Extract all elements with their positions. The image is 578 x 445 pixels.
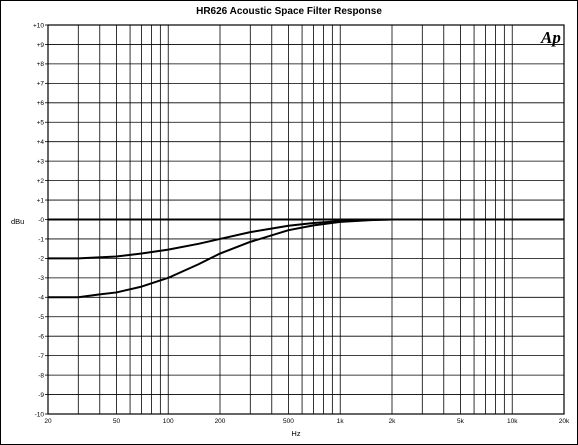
y-tick-label: -1 — [38, 236, 44, 243]
y-tick-label: +2 — [37, 178, 45, 185]
y-tick-label: -2 — [38, 256, 44, 263]
x-tick-label: 10k — [507, 418, 518, 425]
x-tick-label: 20 — [44, 418, 52, 425]
y-axis-label: dBu — [11, 217, 24, 226]
y-axis-ticks: +10 +9 +8 +7 +6 +5 +4 +3 +2 +1 -0 -1 -2 -3 -4 -5 -6 -7 -8 -… — [33, 22, 48, 418]
x-tick-label: 200 — [215, 418, 226, 425]
series-line-3 — [48, 218, 564, 299]
y-tick-label: -0 — [38, 217, 44, 224]
y-tick-label: -6 — [38, 334, 44, 341]
x-tick-label: 500 — [283, 418, 294, 425]
chart-title: HR626 Acoustic Space Filter Response — [196, 6, 382, 17]
x-tick-label: 20k — [559, 418, 570, 425]
y-tick-label: +5 — [37, 120, 45, 127]
y-tick-label: +9 — [37, 42, 45, 49]
ap-logo: Ap — [540, 28, 561, 47]
y-tick-label: -7 — [38, 353, 44, 360]
y-tick-label: -5 — [38, 314, 44, 321]
y-tick-label: +3 — [37, 158, 45, 165]
y-tick-label: +4 — [37, 139, 45, 146]
y-tick-label: +7 — [37, 81, 45, 88]
y-tick-label: +1 — [37, 197, 45, 204]
x-tick-label: 50 — [113, 418, 121, 425]
x-axis-label: Hz — [291, 429, 300, 438]
y-tick-label: +8 — [37, 61, 45, 68]
y-tick-label: -10 — [35, 411, 45, 418]
y-tick-label: +10 — [33, 22, 44, 29]
y-tick-label: -9 — [38, 392, 44, 399]
y-tick-label: -3 — [38, 275, 44, 282]
y-tick-label: -4 — [38, 295, 44, 302]
x-tick-label: 5k — [457, 418, 465, 425]
x-tick-label: 1k — [337, 418, 345, 425]
x-tick-label: 2k — [389, 418, 397, 425]
x-axis-ticks: 20 50 100 200 500 1k 2k 5k 10k 20k — [44, 418, 570, 425]
y-tick-label: +6 — [37, 100, 45, 107]
x-tick-label: 100 — [163, 418, 174, 425]
y-tick-label: -8 — [38, 372, 44, 379]
plot-border — [47, 24, 565, 415]
series-lines — [48, 218, 564, 299]
